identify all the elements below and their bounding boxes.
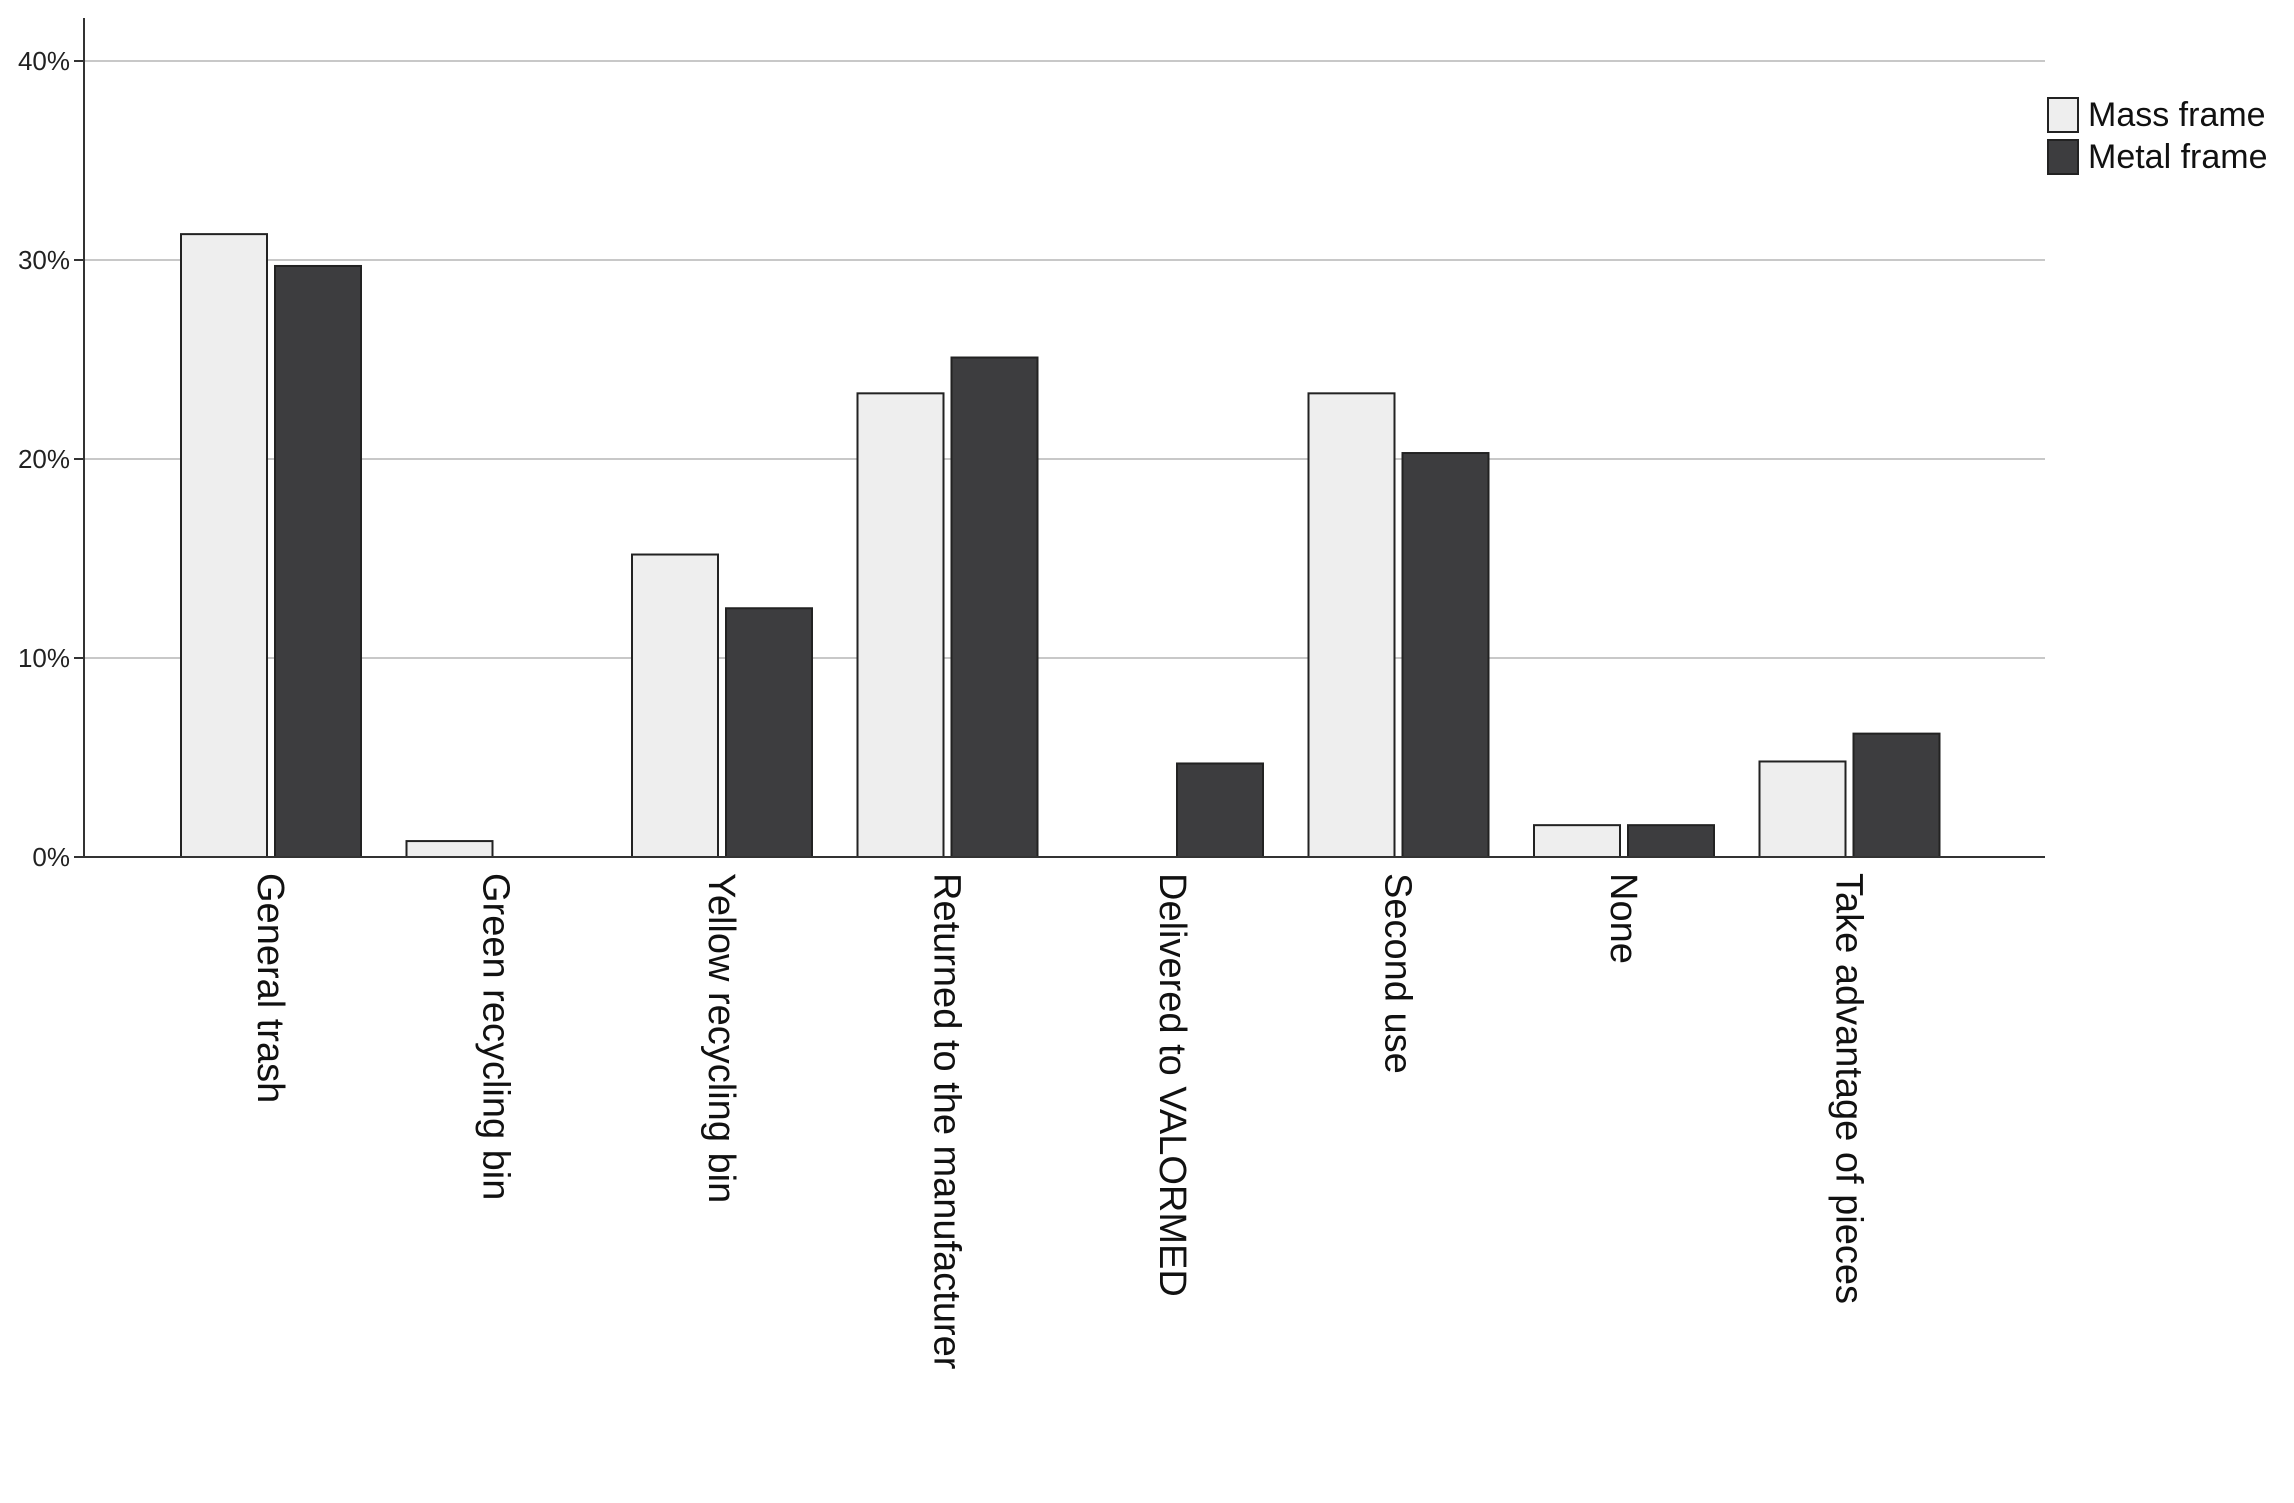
y-tick-label: 0% [32,842,70,872]
legend-swatch [2047,97,2079,133]
category-label: Yellow recycling bin [700,873,742,1203]
bars [180,233,1941,859]
legend: Mass frame Metal frame [2047,96,2268,176]
bar-metal-frame [725,607,813,858]
y-tick-label: 40% [18,46,70,76]
category-label: Returned to the manufacturer [926,873,968,1370]
legend-swatch [2047,139,2079,175]
bar-metal-frame [1401,452,1490,858]
y-tick-label: 10% [18,643,70,673]
bar-metal-frame [274,264,362,859]
bar-mass-frame [1758,760,1847,858]
bar-mass-frame [1533,824,1621,858]
bar-mass-frame [631,553,719,859]
legend-label: Metal frame [2088,138,2268,176]
bar-mass-frame [180,233,268,858]
category-label: General trash [249,873,291,1103]
bar-metal-frame [1627,824,1715,858]
y-tick-label: 30% [18,245,70,275]
category-label: Take advantage of pieces [1828,873,1870,1304]
bar-metal-frame [1852,732,1941,858]
category-label: Delivered to VALORMED [1151,873,1193,1297]
category-label: Second use [1377,873,1419,1074]
bar-mass-frame [856,392,945,858]
category-label: None [1602,873,1644,964]
y-axis: 0% 10% 20% 30% 40% [18,18,85,872]
bar-metal-frame [1176,762,1264,858]
gridlines [84,60,2045,659]
legend-label: Mass frame [2088,96,2266,134]
category-labels: General trash Green recycling bin Yellow r… [249,873,1870,1370]
bar-metal-frame [950,356,1039,858]
bar-mass-frame [1307,392,1396,858]
y-tick-label: 20% [18,444,70,474]
bar-mass-frame [405,840,494,859]
category-label: Green recycling bin [475,873,517,1200]
